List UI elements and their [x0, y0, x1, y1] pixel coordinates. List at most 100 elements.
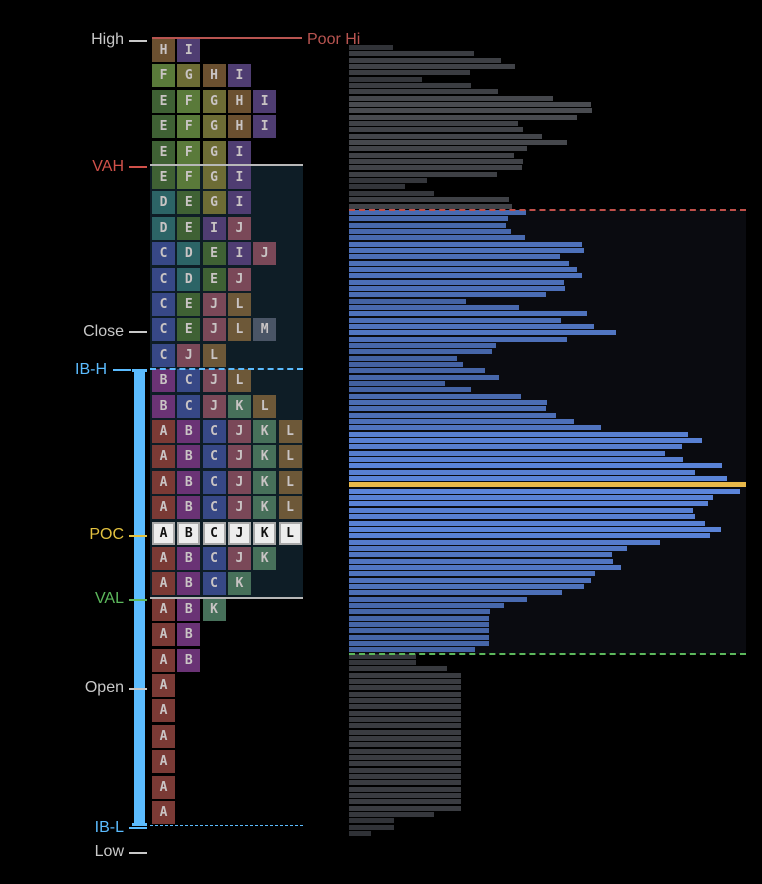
tpo-cell-c: C	[202, 496, 226, 520]
volume-bar	[349, 95, 553, 101]
value-area-volume-bar	[349, 495, 713, 501]
value-area-volume-bar	[349, 330, 616, 336]
tpo-cell-a: A	[152, 699, 175, 723]
value-area-volume-bar	[349, 235, 525, 241]
volume-bar	[349, 786, 461, 792]
volume-bar	[349, 831, 371, 837]
ib-low-label: IB-L	[94, 819, 124, 836]
open-label: Open	[84, 679, 124, 696]
value-area-volume-bar	[349, 368, 485, 374]
tpo-cell-j: J	[227, 547, 251, 570]
value-area-volume-bar	[349, 381, 445, 387]
volume-bar	[349, 197, 509, 203]
value-area-volume-bar	[349, 323, 594, 329]
value-area-volume-bar	[349, 564, 621, 570]
value-area-volume-bar	[349, 362, 463, 367]
tpo-cell-j: J	[202, 369, 226, 393]
value-area-volume-bar	[349, 387, 471, 393]
poor-high-label: Poor Hi	[307, 31, 361, 48]
volume-bar	[349, 45, 393, 50]
tpo-cell-a: A	[152, 648, 175, 672]
tpo-cell-j: J	[227, 445, 251, 469]
ib-bar-cap-bottom	[132, 823, 147, 826]
volume-bar	[349, 76, 422, 82]
vah-tick	[129, 166, 147, 168]
initial-balance-bar	[134, 370, 145, 826]
ib-high-label: IB-H	[75, 361, 107, 378]
tpo-cell-i: I	[227, 64, 251, 88]
tpo-cell-e: E	[177, 318, 201, 342]
value-area-volume-bar	[349, 216, 508, 222]
value-area-background	[150, 165, 303, 598]
value-area-volume-bar	[349, 583, 584, 589]
volume-bar	[349, 127, 523, 133]
value-area-volume-bar	[349, 640, 489, 646]
volume-bar	[349, 793, 461, 799]
profile-vah-line	[349, 209, 746, 211]
value-area-volume-bar	[349, 507, 693, 513]
tpo-cell-a: A	[152, 547, 175, 570]
tpo-cell-d: D	[152, 216, 175, 240]
value-area-volume-bar	[349, 545, 627, 551]
value-area-volume-bar	[349, 533, 710, 539]
volume-bar	[349, 114, 577, 120]
value-area-volume-bar	[349, 266, 577, 272]
tpo-cell-e: E	[152, 166, 175, 189]
value-area-volume-bar	[349, 476, 727, 482]
tpo-cell-j: J	[202, 394, 226, 418]
value-area-volume-bar	[349, 222, 506, 228]
volume-bar	[349, 190, 434, 196]
volume-bar	[349, 83, 471, 89]
volume-bar	[349, 203, 512, 209]
tpo-cell-j: J	[227, 470, 251, 494]
tpo-cell-k: K	[253, 547, 277, 570]
tpo-cell-l: L	[278, 521, 302, 545]
tpo-cell-b: B	[177, 623, 201, 647]
tpo-cell-a: A	[152, 496, 175, 520]
tpo-cell-g: G	[202, 89, 226, 113]
tpo-cell-a: A	[152, 775, 175, 799]
value-area-volume-bar	[349, 609, 490, 615]
tpo-cell-h: H	[227, 89, 251, 113]
tpo-cell-h: H	[227, 115, 251, 139]
volume-bar	[349, 140, 567, 146]
value-area-volume-bar	[349, 355, 457, 361]
tpo-cell-e: E	[152, 140, 175, 164]
tpo-cell-k: K	[253, 445, 277, 469]
volume-bar	[349, 666, 447, 672]
volume-bar	[349, 659, 416, 665]
value-area-volume-bar	[349, 292, 546, 298]
value-area-volume-bar	[349, 412, 556, 418]
volume-bar	[349, 70, 470, 76]
volume-bar	[349, 178, 427, 184]
tpo-cell-k: K	[253, 496, 277, 520]
tpo-cell-a: A	[152, 674, 175, 697]
tpo-cell-a: A	[152, 597, 175, 621]
volume-bar	[349, 691, 461, 697]
volume-bar	[349, 736, 461, 742]
tpo-cell-e: E	[177, 216, 201, 240]
volume-bar	[349, 742, 461, 748]
value-area-volume-bar	[349, 634, 489, 640]
value-area-volume-bar	[349, 311, 587, 317]
tpo-cell-j: J	[227, 496, 251, 520]
tpo-cell-c: C	[202, 547, 226, 570]
ib-high-tick	[113, 369, 131, 371]
tpo-cell-b: B	[177, 445, 201, 469]
volume-bar	[349, 57, 501, 63]
tpo-cell-a: A	[152, 801, 175, 824]
tpo-cell-c: C	[177, 394, 201, 418]
tpo-cell-c: C	[152, 267, 175, 291]
volume-bar	[349, 824, 394, 830]
volume-bar	[349, 51, 474, 57]
volume-bar	[349, 761, 461, 767]
volume-bar	[349, 799, 461, 805]
val-line	[150, 597, 303, 599]
volume-bar	[349, 108, 592, 114]
tpo-cell-k: K	[227, 394, 251, 418]
value-area-volume-bar	[349, 628, 489, 634]
tpo-cell-d: D	[177, 267, 201, 291]
volume-bar	[349, 679, 461, 684]
tpo-cell-j: J	[227, 267, 251, 291]
tpo-cell-i: I	[227, 242, 251, 266]
